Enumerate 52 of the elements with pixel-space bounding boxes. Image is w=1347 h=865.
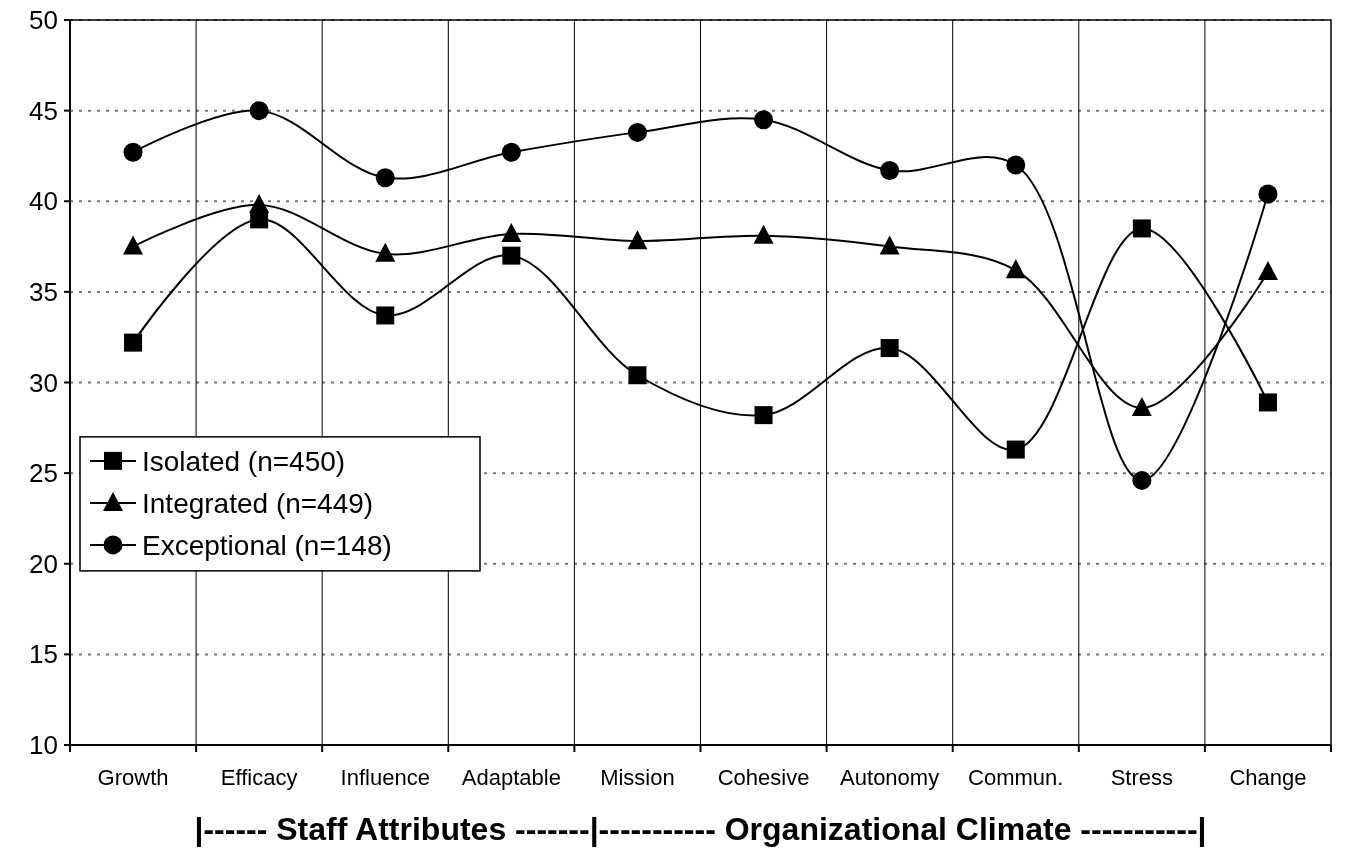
y-tick-label: 35 — [29, 276, 58, 307]
point — [754, 406, 773, 425]
point — [879, 235, 900, 255]
point — [1005, 259, 1026, 279]
point — [627, 230, 648, 250]
y-tick-label: 50 — [29, 5, 58, 36]
x-tick-label: Growth — [97, 765, 169, 790]
point — [375, 242, 396, 262]
y-tick-label: 30 — [29, 367, 58, 398]
point — [376, 306, 395, 325]
x-tick-label: Influence — [340, 765, 430, 790]
point — [753, 224, 774, 244]
point — [754, 110, 774, 130]
point — [880, 160, 900, 180]
legend-label: Exceptional (n=148) — [142, 529, 392, 561]
point — [501, 142, 521, 162]
y-tick-label: 45 — [29, 95, 58, 126]
x-tick-label: Autonomy — [840, 765, 940, 790]
point — [1131, 396, 1152, 416]
y-tick-label: 10 — [29, 730, 58, 761]
point — [1006, 440, 1025, 459]
point — [123, 142, 143, 162]
point — [1132, 219, 1151, 238]
legend-label: Integrated (n=449) — [142, 487, 374, 519]
y-tick-label: 20 — [29, 548, 58, 579]
y-tick-label: 15 — [29, 639, 58, 670]
x-tick-label: Cohesive — [717, 765, 810, 790]
point — [1257, 260, 1278, 280]
point — [1132, 470, 1152, 490]
point — [123, 235, 144, 255]
y-tick-label: 25 — [29, 458, 58, 489]
point — [249, 101, 269, 121]
x-tick-label: Commun. — [968, 765, 1064, 790]
legend-label: Isolated (n=450) — [142, 445, 346, 477]
x-tick-label: Mission — [600, 765, 675, 790]
x-tick-label: Change — [1229, 765, 1307, 790]
x-axis-title: |------ Staff Attributes -------|----------- Organizational Climate -----------| — [194, 811, 1207, 847]
y-tick-label: 40 — [29, 186, 58, 217]
point — [375, 168, 395, 188]
point — [249, 193, 270, 213]
point — [502, 246, 521, 265]
x-tick-label: Stress — [1110, 765, 1174, 790]
point — [501, 222, 522, 242]
point — [1258, 184, 1278, 204]
point — [1258, 393, 1277, 412]
point — [1006, 155, 1026, 175]
point — [627, 122, 647, 142]
point — [124, 333, 143, 352]
x-tick-label: Efficacy — [220, 765, 298, 790]
x-tick-label: Adaptable — [461, 765, 561, 790]
point — [628, 366, 647, 385]
point — [880, 339, 899, 358]
